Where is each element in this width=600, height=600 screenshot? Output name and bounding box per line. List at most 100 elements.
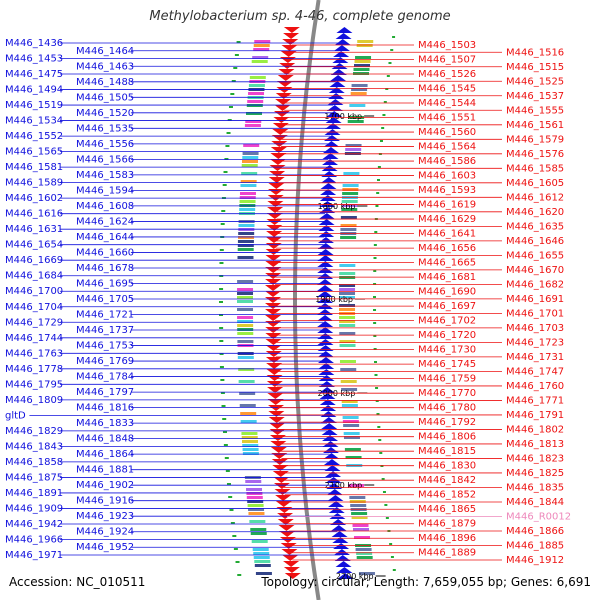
forward-feature-block <box>237 280 254 283</box>
forward-cds-arrow <box>269 435 286 441</box>
forward-cds-arrow <box>282 555 299 561</box>
forward-cds-arrow <box>266 219 283 225</box>
reverse-feature-block <box>356 552 373 555</box>
reverse-feature-block <box>353 68 370 71</box>
reverse-feature-block <box>341 400 358 403</box>
outer-dot-left <box>375 400 379 402</box>
left-gene-label: M446_1971 <box>5 550 63 561</box>
forward-cds-arrow <box>267 201 284 207</box>
left-gene-label: gltD <box>5 410 26 421</box>
left-gene-label: M446_1923 <box>76 511 134 522</box>
forward-cds-arrow <box>265 249 282 255</box>
outer-dot-left <box>373 309 377 311</box>
forward-cds-arrow <box>276 507 293 513</box>
forward-feature-block <box>246 112 263 115</box>
reverse-feature-block <box>339 340 356 343</box>
right-gene-label: M446_1835 <box>506 482 564 493</box>
reverse-cds-arrow <box>331 531 348 537</box>
reverse-cds-arrow <box>317 243 334 249</box>
left-gene-label: M446_1848 <box>76 434 134 445</box>
left-gene-label: M446_1737 <box>76 325 134 336</box>
forward-cds-arrow <box>267 393 284 399</box>
outer-dot-left <box>376 413 380 415</box>
outer-dot-left <box>390 49 394 51</box>
reverse-cds-arrow <box>325 123 342 129</box>
reverse-feature-block <box>342 188 359 191</box>
outer-dot-left <box>373 348 377 350</box>
left-gene-label: M446_1797 <box>76 387 134 398</box>
outer-dot-right <box>233 548 238 550</box>
outer-dot-right <box>219 249 224 251</box>
forward-feature-block <box>251 540 268 543</box>
forward-feature-block <box>248 512 265 515</box>
forward-feature-block <box>242 444 259 447</box>
reverse-feature-block <box>357 40 374 43</box>
forward-cds-arrow <box>269 165 286 171</box>
right-gene-label: M446_1503 <box>418 40 476 51</box>
forward-cds-arrow <box>268 411 285 417</box>
forward-cds-arrow <box>275 501 292 507</box>
reverse-cds-arrow <box>320 177 337 183</box>
reverse-cds-arrow <box>317 255 334 261</box>
reverse-feature-block <box>350 504 367 507</box>
right-gene-label: M446_1701 <box>506 308 564 319</box>
reverse-cds-arrow <box>322 447 339 453</box>
right-gene-label: M446_1747 <box>506 366 564 377</box>
reverse-cds-arrow <box>326 489 343 495</box>
reverse-cds-arrow <box>318 219 335 225</box>
right-gene-label: M446_1620 <box>506 207 564 218</box>
left-gene-label: M446_1436 <box>5 38 63 49</box>
outer-dot-right <box>229 509 234 511</box>
forward-feature-block <box>237 308 254 311</box>
left-gene-label: M446_1616 <box>5 209 63 220</box>
reverse-cds-arrow <box>317 327 334 333</box>
reverse-cds-arrow <box>330 69 347 75</box>
outer-dot-left <box>373 257 377 259</box>
reverse-cds-arrow <box>333 51 350 57</box>
reverse-feature-block <box>343 172 360 175</box>
right-gene-label: M446_1635 <box>506 221 564 232</box>
reverse-feature-block <box>343 432 360 435</box>
right-gene-label: M446_1619 <box>418 200 476 211</box>
reverse-feature-block <box>356 556 373 559</box>
right-gene-label: M446_1507 <box>418 55 476 66</box>
right-gene-label: M446_1889 <box>418 548 476 559</box>
forward-cds-arrow <box>272 129 289 135</box>
reverse-feature-block <box>339 308 356 311</box>
right-gene-label: M446_1703 <box>506 323 564 334</box>
right-gene-label: M446_1865 <box>418 504 476 515</box>
right-gene-label: M446_1866 <box>506 526 564 537</box>
right-gene-label: M446_1537 <box>506 91 564 102</box>
reverse-feature-block <box>339 288 356 291</box>
right-gene-label: M446_1612 <box>506 192 564 203</box>
forward-cds-arrow <box>266 231 283 237</box>
left-gene-label: M446_1924 <box>76 527 134 538</box>
reverse-feature-block <box>339 304 356 307</box>
outer-dot-left <box>382 491 386 493</box>
forward-cds-arrow <box>265 357 282 363</box>
outer-dot-right <box>231 80 236 82</box>
right-gene-label: M446_1629 <box>418 214 476 225</box>
reverse-feature-block <box>342 420 359 423</box>
forward-feature-block <box>239 392 256 395</box>
reverse-cds-arrow <box>334 39 351 45</box>
reverse-cds-arrow <box>322 147 339 153</box>
right-gene-label: M446_1560 <box>418 127 476 138</box>
left-gene-label: M446_1589 <box>5 178 63 189</box>
right-gene-label: M446_1780 <box>418 403 476 414</box>
forward-cds-arrow <box>270 153 287 159</box>
forward-feature-block <box>237 356 254 359</box>
forward-feature-block <box>240 412 257 415</box>
left-gene-label: M446_1566 <box>76 154 134 165</box>
reverse-cds-arrow <box>335 561 352 567</box>
left-gene-label: M446_1494 <box>5 85 63 96</box>
reverse-feature-block <box>349 500 366 503</box>
forward-feature-block <box>237 296 254 299</box>
forward-feature-block <box>239 404 256 407</box>
left-gene-label: M446_1464 <box>76 46 134 57</box>
left-gene-label: M446_1700 <box>5 286 63 297</box>
left-gene-label: M446_1966 <box>5 534 63 545</box>
forward-feature-block <box>254 40 271 43</box>
forward-feature-block <box>237 256 254 259</box>
left-gene-label: M446_1520 <box>76 108 134 119</box>
